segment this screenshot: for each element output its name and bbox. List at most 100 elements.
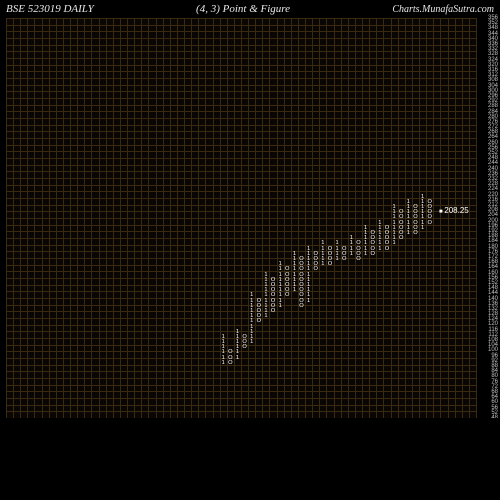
pf-column-o: OOOOO [383, 226, 390, 252]
y-axis-label: 300 [476, 88, 498, 94]
y-axis-label: 268 [476, 129, 498, 135]
grid-line-v [269, 18, 270, 418]
pf-column-x: 111111 [220, 335, 227, 366]
grid-line-v [334, 18, 335, 418]
pf-x-box: 1 [391, 241, 398, 246]
grid-line-v [63, 18, 64, 418]
pf-o-box: O [227, 361, 234, 366]
grid-line-v [277, 18, 278, 418]
grid-line-v [319, 18, 320, 418]
y-axis-label: 276 [476, 119, 498, 125]
grid-line-v [355, 18, 356, 418]
grid-line-v [348, 18, 349, 418]
source-label: Charts.MunafaSutra.com [392, 4, 494, 15]
grid-line-v [298, 18, 299, 418]
grid-line-v [42, 18, 43, 418]
pf-o-box: O [269, 309, 276, 314]
pf-column-o: OOOOO [255, 299, 262, 325]
grid-line-v [262, 18, 263, 418]
grid-line-v [13, 18, 14, 418]
pf-x-box: 1 [348, 252, 355, 257]
y-axis-label: 256 [476, 145, 498, 151]
grid-line-v [156, 18, 157, 418]
grid-line-v [198, 18, 199, 418]
y-axis-label: 220 [476, 192, 498, 198]
y-axis-label: 316 [476, 67, 498, 73]
y-axis-label: 260 [476, 140, 498, 146]
y-axis-label: 52 [476, 410, 498, 416]
y-axis-label: 108 [476, 337, 498, 343]
grid-line-v [34, 18, 35, 418]
pf-column-x: 11111111 [391, 205, 398, 247]
pf-column-o: OOOO [355, 241, 362, 262]
pf-column-x: 1111111 [419, 195, 426, 231]
y-axis-label: 212 [476, 202, 498, 208]
y-axis-label: 72 [476, 384, 498, 390]
pf-column-o: OOOOO [426, 200, 433, 226]
pf-x-box: 1 [419, 226, 426, 231]
pf-x-box: 1 [248, 340, 255, 345]
y-axis-label: 168 [476, 259, 498, 265]
pf-o-box: O [369, 252, 376, 257]
pf-column-x: 111111 [362, 226, 369, 257]
y-axis-label: 80 [476, 373, 498, 379]
grid-line-v [448, 18, 449, 418]
y-axis-label: 196 [476, 223, 498, 229]
grid-line-v [141, 18, 142, 418]
grid-line-v [248, 18, 249, 418]
pf-o-box: O [298, 304, 305, 309]
grid-line-v [70, 18, 71, 418]
pf-o-box: O [412, 231, 419, 236]
grid-line-v [241, 18, 242, 418]
grid-line-v [205, 18, 206, 418]
y-axis-label: 320 [476, 62, 498, 68]
pf-x-box: 1 [234, 356, 241, 361]
grid-line-v [127, 18, 128, 418]
y-axis-label: 232 [476, 176, 498, 182]
y-axis-label: 312 [476, 72, 498, 78]
y-axis-label: 88 [476, 363, 498, 369]
pf-o-box: O [241, 345, 248, 350]
grid-line-v [433, 18, 434, 418]
pf-x-box: 1 [362, 252, 369, 257]
y-axis-label: 304 [476, 83, 498, 89]
y-axis-label: 288 [476, 103, 498, 109]
pf-column-x: 1111 [334, 241, 341, 262]
y-axis-label: 248 [476, 155, 498, 161]
pf-column-x: 111111 [234, 330, 241, 361]
y-axis-label: 344 [476, 31, 498, 37]
pf-column-x: 111111111 [262, 273, 269, 320]
y-axis-label: 180 [476, 244, 498, 250]
y-axis-label: 84 [476, 368, 498, 374]
y-axis-label: 60 [476, 399, 498, 405]
y-axis-label: 308 [476, 77, 498, 83]
y-axis-label: 184 [476, 238, 498, 244]
pf-column-o: OOO [341, 247, 348, 263]
grid-line-v [49, 18, 50, 418]
pf-column-o: OOOOOO [412, 205, 419, 236]
pf-column-x: 11111111 [291, 252, 298, 294]
grid-line-v [312, 18, 313, 418]
pf-x-box: 1 [334, 257, 341, 262]
grid-line-v [255, 18, 256, 418]
grid-line-v [91, 18, 92, 418]
grid-line-v [305, 18, 306, 418]
grid-line-v [120, 18, 121, 418]
y-axis-label: 292 [476, 98, 498, 104]
y-axis-label: 124 [476, 316, 498, 322]
y-axis-label: 104 [476, 342, 498, 348]
pf-column-x: 1111 [348, 236, 355, 257]
grid-line-v [455, 18, 456, 418]
grid-line-v [184, 18, 185, 418]
pf-column-o: OOOO [312, 252, 319, 273]
y-axis-label: 328 [476, 51, 498, 57]
grid-line-v [291, 18, 292, 418]
y-axis-label: 96 [476, 353, 498, 359]
y-axis-label: 216 [476, 197, 498, 203]
pf-column-x: 111111 [376, 221, 383, 252]
grid-line-v [369, 18, 370, 418]
pf-column-o: OOOOOOOOOO [298, 257, 305, 309]
grid-line-v [376, 18, 377, 418]
y-axis-label: 352 [476, 20, 498, 26]
pf-o-box: O [398, 236, 405, 241]
